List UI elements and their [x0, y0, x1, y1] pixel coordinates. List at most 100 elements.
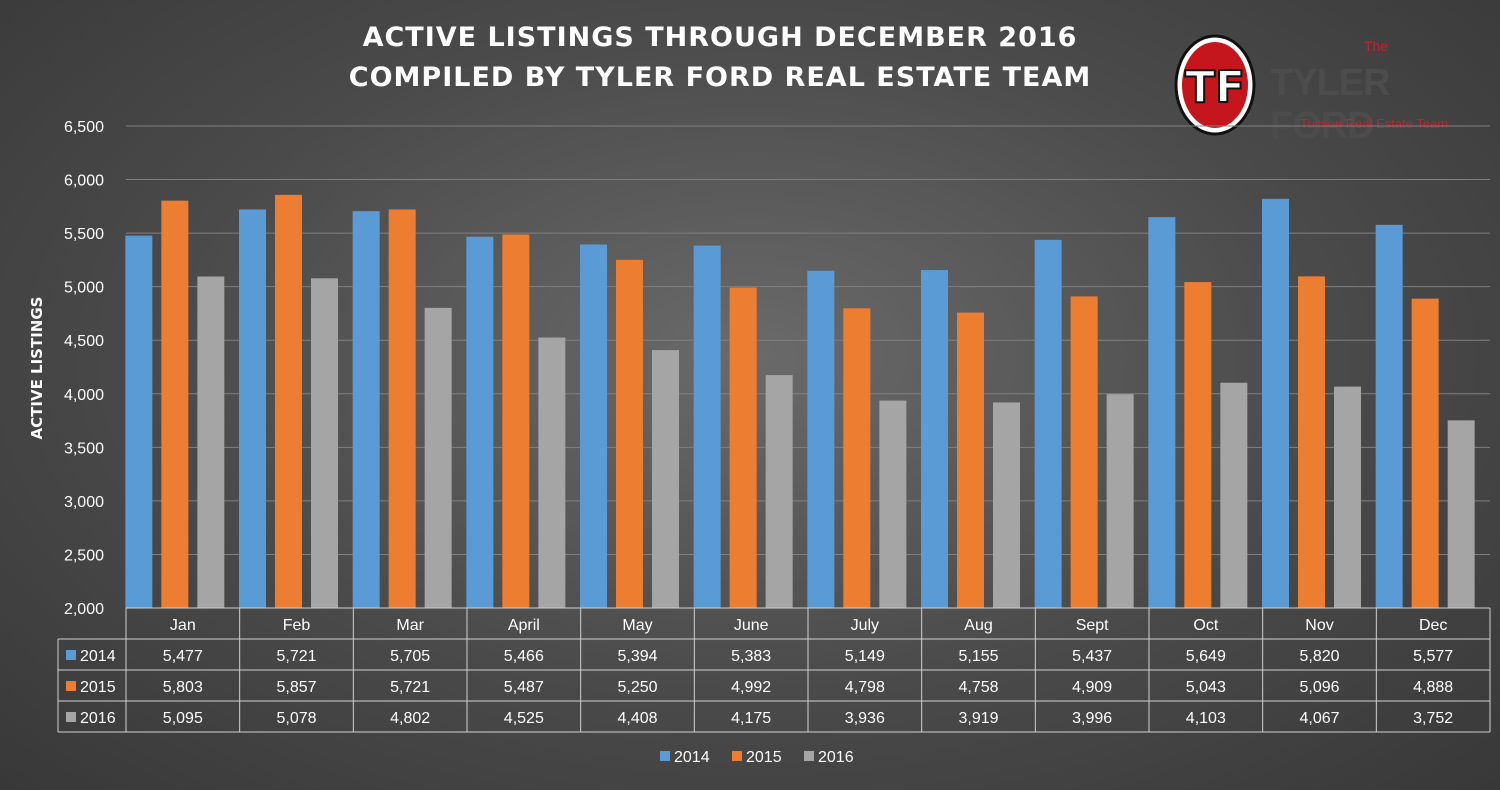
bar-2016-nov [1334, 386, 1361, 608]
data-label: 5,078 [276, 710, 316, 727]
data-label: 4,888 [1413, 679, 1453, 696]
data-label: 3,919 [958, 710, 998, 727]
bar-2014-mar [352, 211, 380, 609]
y-tick-label: 3,000 [64, 494, 104, 511]
data-label: 3,996 [1072, 710, 1112, 727]
legend-swatch-2016 [804, 751, 814, 761]
chart-title-line2: COMPILED BY TYLER FORD REAL ESTATE TEAM [348, 62, 1092, 93]
bar-2016-dec [1447, 420, 1475, 608]
bar-2014-jan [125, 235, 153, 609]
data-label: 5,043 [1186, 679, 1226, 696]
legend-swatch-2015 [732, 751, 742, 761]
y-axis-ticks: 2,000 2,500 3,000 3,500 4,000 4,500 5,000 5,500… [64, 119, 104, 618]
table-key-2016 [66, 712, 76, 722]
table-key-2015 [66, 681, 76, 691]
y-tick-label: 4,000 [64, 387, 104, 404]
table-series-name: 2016 [80, 710, 116, 727]
bar-2014-may [580, 244, 607, 608]
data-label: 5,705 [390, 648, 430, 665]
tf-badge-icon: TF [1174, 34, 1256, 136]
bar-2015-sept [1070, 296, 1098, 608]
data-label: 5,857 [276, 679, 316, 696]
data-label: 5,095 [163, 710, 203, 727]
table-series-name: 2015 [80, 679, 116, 696]
data-label: 4,525 [504, 710, 544, 727]
bar-2014-april [466, 236, 494, 609]
data-label: 5,149 [845, 648, 885, 665]
x-tick-label: Jan [170, 617, 196, 634]
data-label: 4,798 [845, 679, 885, 696]
bar-2014-sept [1034, 239, 1062, 608]
x-tick-label: June [734, 617, 769, 634]
logo-tagline: Tucson Real Estate Team [1300, 116, 1449, 131]
bar-2014-dec [1375, 224, 1403, 608]
y-tick-label: 6,500 [64, 119, 104, 136]
y-tick-label: 3,500 [64, 440, 104, 457]
legend-label: 2015 [746, 749, 782, 766]
data-label: 5,096 [1299, 679, 1339, 696]
data-label: 4,103 [1186, 710, 1226, 727]
bar-2016-oct [1220, 382, 1248, 608]
bar-2016-jan [197, 276, 225, 608]
bar-2014-nov [1262, 198, 1289, 608]
y-tick-label: 5,000 [64, 280, 104, 297]
data-label: 5,803 [163, 679, 203, 696]
bar-2015-dec [1411, 298, 1439, 608]
legend: 2014 2015 2016 [660, 749, 854, 766]
x-tick-label: Sept [1076, 617, 1109, 634]
x-tick-label: May [622, 617, 652, 634]
bar-2015-feb [275, 194, 302, 609]
y-tick-label: 6,000 [64, 173, 104, 190]
data-label: 4,909 [1072, 679, 1112, 696]
bar-2015-june [729, 287, 757, 608]
bar-2015-july [843, 308, 871, 608]
table-series-name: 2014 [80, 648, 116, 665]
data-label: 4,408 [617, 710, 657, 727]
logo-the: The [1364, 38, 1389, 54]
bar-2016-feb [311, 278, 338, 608]
x-tick-label: Feb [283, 617, 311, 634]
data-label: 5,437 [1072, 648, 1112, 665]
data-label: 5,466 [504, 648, 544, 665]
data-label: 5,155 [958, 648, 998, 665]
bar-2015-oct [1184, 282, 1212, 608]
data-label: 5,820 [1299, 648, 1339, 665]
data-label: 3,936 [845, 710, 885, 727]
bar-2016-april [538, 337, 566, 608]
data-label: 5,721 [390, 679, 430, 696]
x-tick-label: Nov [1305, 617, 1333, 634]
bar-2014-june [693, 245, 721, 608]
x-tick-label: Aug [964, 617, 992, 634]
x-tick-label: April [508, 617, 540, 634]
bar-2014-aug [921, 270, 948, 608]
bar-2014-july [807, 270, 835, 608]
data-label: 5,250 [617, 679, 657, 696]
bar-2016-sept [1106, 394, 1134, 608]
bar-2015-may [616, 259, 643, 608]
bar-2015-april [502, 234, 530, 609]
y-axis-label: ACTIVE LISTINGS [28, 297, 46, 440]
data-label: 4,802 [390, 710, 430, 727]
legend-label: 2014 [674, 749, 710, 766]
bar-2016-july [879, 400, 907, 608]
bar-2015-mar [388, 209, 416, 608]
data-label: 5,477 [163, 648, 203, 665]
bar-2015-nov [1298, 276, 1325, 608]
x-tick-label: Mar [396, 617, 424, 634]
chart-title: ACTIVE LISTINGS THROUGH DECEMBER 2016 CO… [240, 18, 1200, 98]
bar-2016-june [765, 375, 793, 608]
y-tick-label: 5,500 [64, 226, 104, 243]
logo-badge-text: TF [1185, 62, 1245, 113]
legend-swatch-2014 [660, 751, 670, 761]
chart-title-line1: ACTIVE LISTINGS THROUGH DECEMBER 2016 [362, 22, 1078, 53]
bar-2016-may [652, 350, 679, 608]
bars [125, 194, 1475, 609]
x-tick-label: Oct [1193, 617, 1218, 634]
bar-2014-feb [239, 209, 266, 608]
y-tick-label: 2,000 [64, 601, 104, 618]
bar-2016-aug [993, 402, 1020, 608]
data-label: 3,752 [1413, 710, 1453, 727]
data-label: 5,383 [731, 648, 771, 665]
bar-2016-mar [424, 307, 452, 608]
